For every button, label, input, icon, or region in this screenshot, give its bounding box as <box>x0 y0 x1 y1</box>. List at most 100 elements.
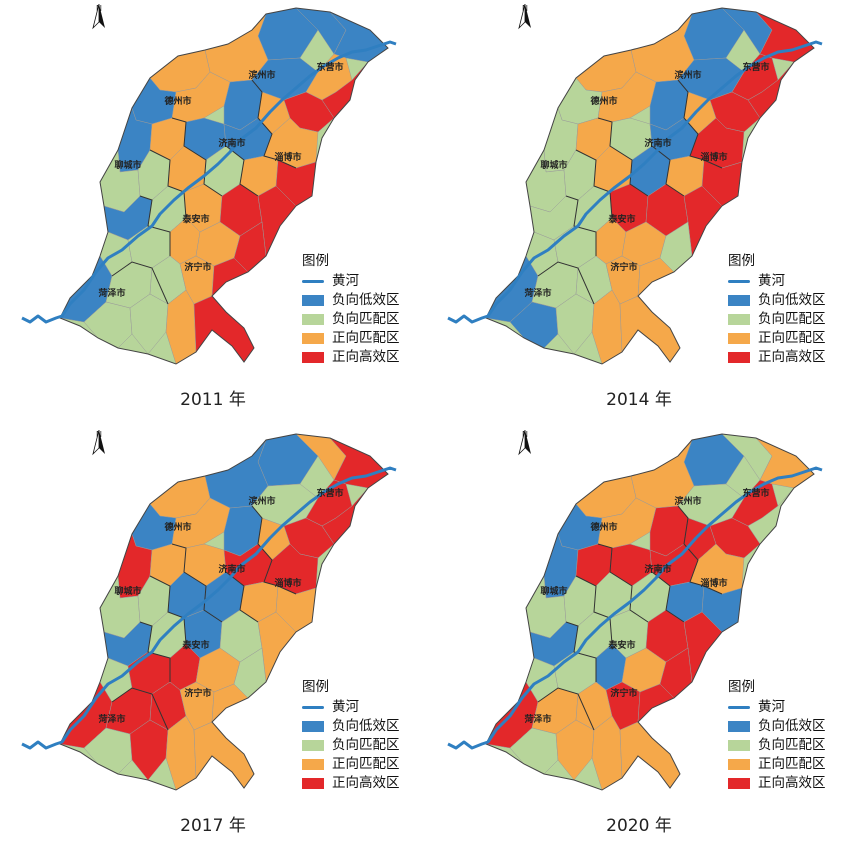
north-arrow-icon <box>92 430 105 456</box>
city-boundary <box>111 687 169 731</box>
city-label: 济南市 <box>218 563 245 575</box>
city-label: 泰安市 <box>181 213 209 225</box>
city-boundary <box>149 149 187 219</box>
city-label: 泰安市 <box>607 639 635 651</box>
legend-swatch <box>728 295 750 306</box>
legend-item: 正向匹配区 <box>302 329 400 348</box>
yellow-river <box>21 466 397 750</box>
city-label: 济宁市 <box>184 261 211 273</box>
city-boundary <box>251 79 297 169</box>
city-label: 滨州市 <box>248 495 275 507</box>
legend-item: 负向匹配区 <box>728 736 826 755</box>
city-label: 济宁市 <box>184 687 211 699</box>
province-outline <box>485 7 815 365</box>
city-boundary <box>651 571 685 623</box>
city-label: 聊城市 <box>540 585 567 597</box>
city-label: 菏泽市 <box>524 287 551 299</box>
legend-item: 正向高效区 <box>302 348 400 367</box>
legend-item: 负向低效区 <box>302 717 400 736</box>
river-line-icon <box>302 280 324 283</box>
river-line-icon <box>302 706 324 709</box>
legend-item: 负向匹配区 <box>302 736 400 755</box>
legend-swatch <box>302 778 324 789</box>
city-label: 东营市 <box>316 487 343 499</box>
city-label: 德州市 <box>164 95 191 107</box>
city-label: 淄博市 <box>700 577 727 589</box>
legend-river: 黄河 <box>728 272 826 291</box>
legend-swatch <box>302 333 324 344</box>
yellow-river <box>447 466 823 750</box>
north-arrow-icon <box>518 4 531 30</box>
legend: 图例 黄河 负向低效区 负向匹配区 正向匹配区 正向高效区 <box>728 678 826 793</box>
city-label: 济宁市 <box>610 687 637 699</box>
province-outline <box>59 433 389 791</box>
legend-item: 负向匹配区 <box>728 310 826 329</box>
city-label: 淄博市 <box>274 577 301 589</box>
legend-item: 正向匹配区 <box>728 329 826 348</box>
city-boundary <box>171 117 223 197</box>
north-arrow-icon <box>92 4 105 30</box>
legend-swatch <box>302 295 324 306</box>
city-boundary <box>597 117 649 197</box>
legend-item: 正向匹配区 <box>302 755 400 774</box>
city-boundary <box>171 543 223 623</box>
city-boundary <box>139 621 171 682</box>
legend-swatch <box>728 759 750 770</box>
city-label: 德州市 <box>590 95 617 107</box>
legend-swatch <box>302 352 324 363</box>
yellow-river <box>21 40 397 324</box>
city-label: 济南市 <box>644 563 671 575</box>
city-label: 滨州市 <box>674 495 701 507</box>
legend-swatch <box>728 333 750 344</box>
year-label: 2020 年 <box>606 816 672 836</box>
city-label: 济南市 <box>218 137 245 149</box>
legend-item: 负向低效区 <box>728 291 826 310</box>
city-boundary <box>677 79 723 169</box>
city-label: 淄博市 <box>700 151 727 163</box>
city-label: 淄博市 <box>274 151 301 163</box>
city-boundary <box>537 687 595 731</box>
city-boundary <box>139 195 171 256</box>
city-label: 滨州市 <box>248 69 275 81</box>
legend-swatch <box>302 314 324 325</box>
city-boundary <box>225 571 259 623</box>
city-boundary <box>149 575 187 645</box>
city-boundary <box>537 261 595 305</box>
city-boundary <box>565 195 597 256</box>
city-boundary <box>677 505 723 595</box>
north-arrow: N <box>92 4 106 30</box>
north-arrow: N <box>518 4 532 30</box>
city-label: 东营市 <box>316 61 343 73</box>
city-boundary <box>575 575 613 645</box>
city-label: 济南市 <box>644 137 671 149</box>
city-label: 东营市 <box>742 487 769 499</box>
legend-item: 负向低效区 <box>302 291 400 310</box>
year-label: 2017 年 <box>180 816 246 836</box>
city-boundary <box>225 145 259 197</box>
legend-swatch <box>728 778 750 789</box>
city-boundary <box>575 149 613 219</box>
legend-swatch <box>302 740 324 751</box>
legend-item: 负向匹配区 <box>302 310 400 329</box>
legend-river: 黄河 <box>302 272 400 291</box>
legend-river: 黄河 <box>728 698 826 717</box>
river-line-icon <box>728 280 750 283</box>
city-label: 聊城市 <box>540 159 567 171</box>
city-boundary <box>251 505 297 595</box>
city-boundary <box>651 145 685 197</box>
north-arrow-icon <box>518 430 531 456</box>
legend-swatch <box>728 314 750 325</box>
legend-title: 图例 <box>302 679 329 695</box>
legend: 图例 黄河 负向低效区 负向匹配区 正向匹配区 正向高效区 <box>302 678 400 793</box>
province-outline <box>485 433 815 791</box>
city-label: 聊城市 <box>114 585 141 597</box>
legend: 图例 黄河 负向低效区 负向匹配区 正向匹配区 正向高效区 <box>728 252 826 367</box>
city-boundary <box>565 621 597 682</box>
